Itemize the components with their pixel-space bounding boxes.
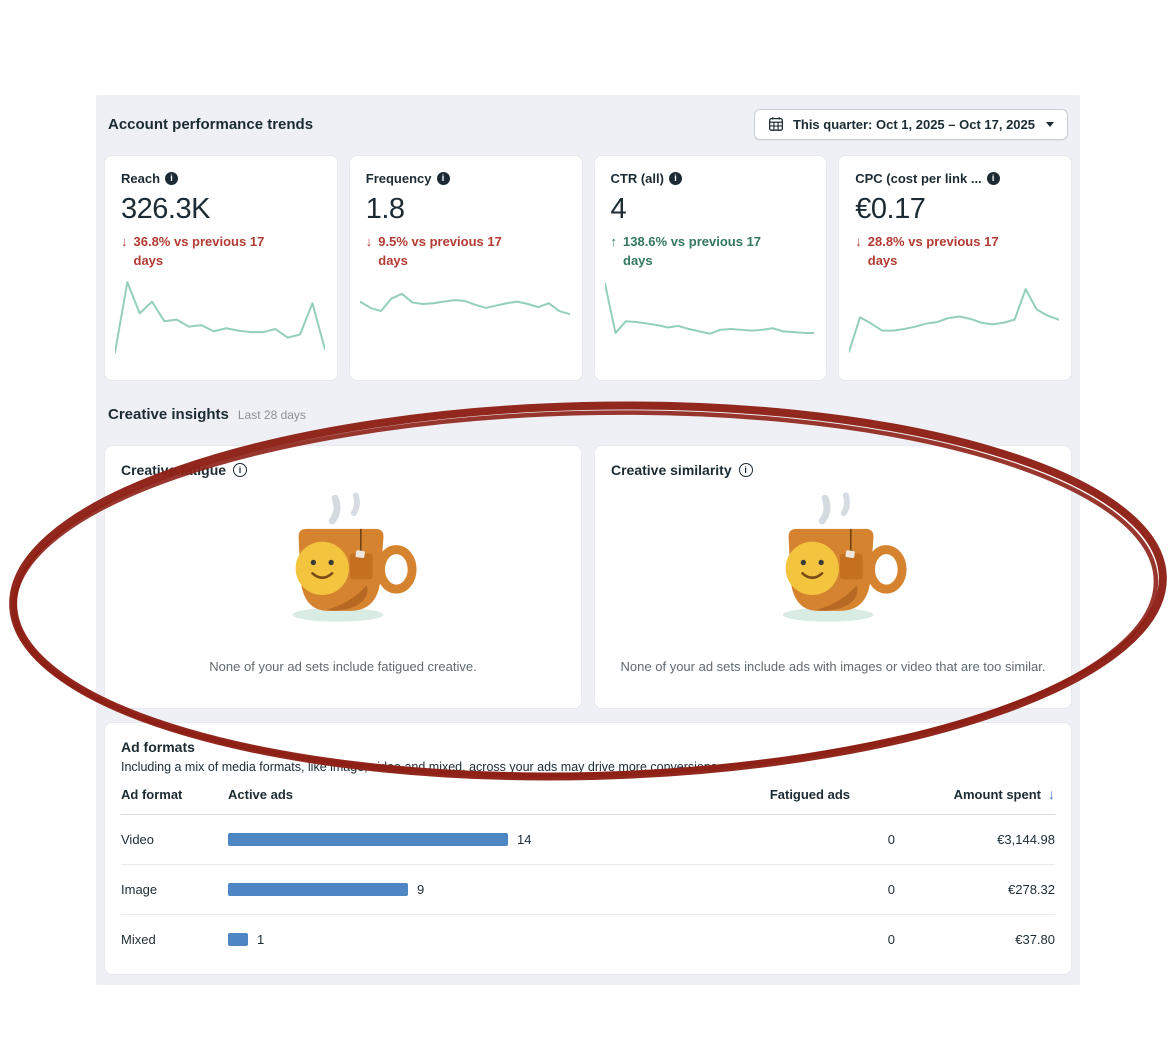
date-range-button[interactable]: This quarter: Oct 1, 2025 – Oct 17, 2025: [753, 108, 1068, 140]
empty-state-message: None of your ad sets include fatigued cr…: [209, 659, 477, 674]
date-range-label: This quarter: Oct 1, 2025 – Oct 17, 2025: [792, 116, 1035, 132]
chevron-down-icon: [1046, 121, 1054, 127]
sparkline-chart: [849, 269, 1059, 361]
metric-value: 326.3K: [121, 193, 210, 225]
creative-insights-header: Creative insights Last 28 days: [108, 406, 306, 423]
active-ads-value: 9: [417, 882, 425, 897]
metric-card-row: Reach i 326.3K ↓ 36.8% vs previous 17 da…: [104, 155, 1072, 381]
fatigued-ads-cell: 0: [887, 882, 895, 897]
trend-arrow-icon: ↓: [121, 234, 128, 249]
table-row-image: Image 9 0 €278.32: [121, 864, 1055, 914]
metric-value: 4: [610, 193, 627, 225]
active-ads-bar: [228, 833, 508, 846]
metric-delta: ↓ 36.8% vs previous 17 days: [121, 233, 321, 271]
column-header-fatigued-ads: Fatigued ads: [769, 786, 850, 802]
info-icon[interactable]: i: [165, 172, 179, 185]
table-row-video: Video 14 0 €3,144.98: [121, 814, 1055, 864]
page-title: Account performance trends: [108, 115, 314, 133]
ad-formats-card: Ad formats Including a mix of media form…: [104, 722, 1072, 975]
active-ads-bar: [228, 883, 408, 896]
amount-spent-cell: €278.32: [1008, 882, 1055, 897]
metric-label: Frequency: [365, 171, 432, 186]
tea-mug-illustration: [595, 492, 1071, 626]
column-header-ad-format: Ad format: [121, 786, 183, 802]
metric-title: Reach i: [121, 171, 321, 186]
table-row-mixed: Mixed 1 0 €37.80: [121, 914, 1055, 964]
ad-format-cell: Mixed: [121, 932, 156, 947]
info-icon[interactable]: i: [668, 172, 682, 185]
metric-label: Reach: [121, 171, 161, 186]
active-ads-cell: 14: [228, 832, 765, 847]
metric-title: Frequency i: [366, 171, 566, 186]
metric-value: 1.8: [365, 193, 405, 225]
trend-arrow-icon: ↓: [855, 234, 862, 249]
metric-delta: ↓ 28.8% vs previous 17 days: [855, 233, 1055, 271]
tea-mug-illustration: [105, 492, 581, 626]
info-icon[interactable]: i: [436, 172, 450, 185]
card-title: Creative fatigue i: [121, 462, 565, 478]
section-title: Creative insights: [108, 406, 229, 423]
info-icon[interactable]: i: [738, 463, 753, 477]
active-ads-value: 14: [517, 832, 532, 847]
metric-delta: ↓ 9.5% vs previous 17 days: [366, 233, 566, 271]
metric-delta: ↑ 138.6% vs previous 17 days: [611, 233, 811, 271]
sparkline-chart: [360, 269, 570, 361]
active-ads-bar: [228, 933, 248, 946]
metric-label: CPC (cost per link ...: [855, 171, 982, 186]
amount-spent-cell: €37.80: [1015, 932, 1055, 947]
metric-card-ctr: CTR (all) i 4 ↑ 138.6% vs previous 17 da…: [593, 155, 828, 381]
metric-card-cpc: CPC (cost per link ... i €0.17 ↓ 28.8% v…: [838, 155, 1072, 381]
ad-format-cell: Image: [121, 882, 158, 897]
metric-title: CPC (cost per link ... i: [855, 171, 1055, 186]
active-ads-value: 1: [257, 932, 265, 947]
metric-label: CTR (all): [610, 171, 664, 186]
dashboard-panel: Account performance trends This quarter:…: [96, 95, 1080, 985]
info-icon[interactable]: i: [233, 463, 248, 477]
metric-value: €0.17: [855, 193, 926, 225]
card-title: Creative similarity i: [611, 462, 1055, 478]
metric-title: CTR (all) i: [611, 171, 811, 186]
amount-spent-cell: €3,144.98: [997, 832, 1055, 847]
empty-state-message: None of your ad sets include ads with im…: [620, 659, 1046, 674]
column-header-active-ads: Active ads: [228, 786, 294, 802]
sparkline-chart: [115, 269, 325, 361]
creative-fatigue-card: Creative fatigue i: [104, 445, 582, 709]
info-icon[interactable]: i: [986, 172, 1000, 185]
fatigued-ads-cell: 0: [887, 932, 895, 947]
panel-header: Account performance trends This quarter:…: [108, 107, 1068, 141]
active-ads-cell: 1: [228, 932, 765, 947]
fatigued-ads-cell: 0: [887, 832, 895, 847]
section-subtitle: Last 28 days: [237, 408, 306, 422]
metric-card-frequency: Frequency i 1.8 ↓ 9.5% vs previous 17 da…: [348, 155, 583, 381]
trend-arrow-icon: ↓: [365, 234, 373, 249]
ad-formats-description: Including a mix of media formats, like i…: [121, 760, 721, 774]
ad-format-cell: Video: [121, 832, 155, 847]
creative-insights-row: Creative fatigue i: [104, 445, 1072, 709]
column-header-amount-spent[interactable]: Amount spent ↓: [953, 786, 1055, 802]
sort-descending-icon: ↓: [1048, 786, 1055, 802]
metric-card-reach: Reach i 326.3K ↓ 36.8% vs previous 17 da…: [104, 155, 338, 381]
table-header-row: Ad format Active ads Fatigued ads Amount…: [121, 774, 1055, 814]
active-ads-cell: 9: [228, 882, 765, 897]
trend-arrow-icon: ↑: [610, 234, 618, 249]
sparkline-chart: [605, 269, 815, 361]
calendar-icon: [768, 117, 783, 131]
ad-formats-title: Ad formats: [121, 739, 195, 755]
creative-similarity-card: Creative similarity i: [594, 445, 1072, 709]
